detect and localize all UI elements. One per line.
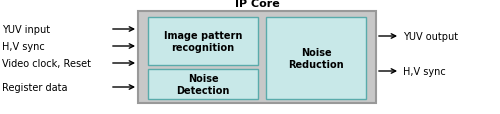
Text: YUV output: YUV output bbox=[403, 32, 458, 42]
Bar bbox=[138, 12, 376, 103]
Text: Image pattern
recognition: Image pattern recognition bbox=[164, 31, 242, 52]
Text: Noise
Reduction: Noise Reduction bbox=[288, 48, 344, 69]
Bar bbox=[148, 18, 258, 65]
Bar bbox=[266, 18, 366, 99]
Bar bbox=[148, 69, 258, 99]
Text: Video clock, Reset: Video clock, Reset bbox=[2, 58, 91, 68]
Text: H,V sync: H,V sync bbox=[403, 66, 446, 76]
Text: H,V sync: H,V sync bbox=[2, 42, 45, 52]
Text: Register data: Register data bbox=[2, 82, 68, 92]
Text: Noise
Detection: Noise Detection bbox=[176, 74, 230, 95]
Text: IP Core: IP Core bbox=[234, 0, 280, 9]
Text: YUV input: YUV input bbox=[2, 25, 50, 35]
